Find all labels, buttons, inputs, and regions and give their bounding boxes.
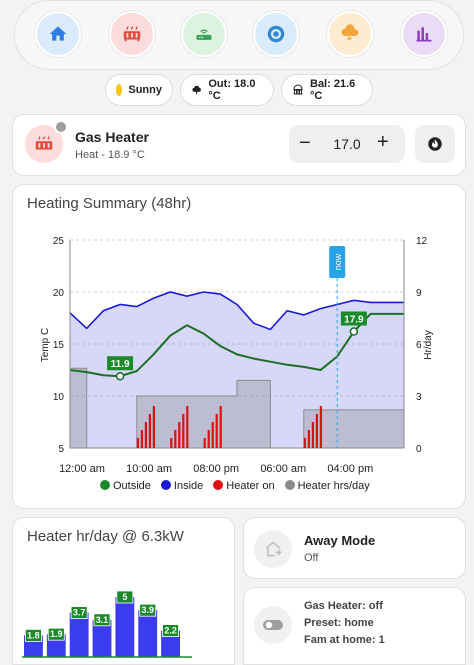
radiator-icon: [35, 136, 53, 150]
legend-item-inside[interactable]: Inside: [160, 480, 204, 492]
status-line-2: Preset: home: [304, 617, 374, 629]
home-export-icon: [265, 541, 282, 557]
daily-title: Heater hr/day @ 6.3kW: [27, 528, 184, 545]
balcony-temp-chip[interactable]: Bal: 21.6 °C: [281, 74, 373, 106]
decrease-button[interactable]: −: [299, 132, 311, 154]
legend-label: Inside: [173, 480, 204, 492]
heater-icon-badge[interactable]: [25, 120, 68, 163]
router-icon: [196, 29, 212, 40]
legend-label: Heater hrs/day: [297, 480, 370, 492]
away-state: Off: [304, 552, 319, 564]
weather-chip[interactable]: Sunny: [105, 74, 173, 106]
summary-title: Heating Summary (48hr): [27, 195, 192, 212]
toggle-switch-icon: [263, 620, 283, 630]
nav-router-button[interactable]: [181, 11, 227, 57]
nav-heater-button[interactable]: [109, 11, 155, 57]
chart-legend: Outside Inside Heater on Heater hrs/day: [100, 480, 370, 492]
heating-summary-card: Heating Summary (48hr): [12, 184, 466, 509]
home-icon: [49, 26, 67, 41]
status-card[interactable]: Gas Heater: off Preset: home Fam at home…: [243, 587, 466, 665]
balcony-icon: [293, 84, 303, 95]
legend-label: Outside: [113, 480, 151, 492]
legend-label: Heater on: [226, 480, 275, 492]
status-line-3: Fam at home: 1: [304, 634, 385, 646]
away-mode-card[interactable]: Away Mode Off: [243, 517, 466, 579]
thermostat-icon: [267, 25, 285, 43]
nav-thermostat-button[interactable]: [253, 11, 299, 57]
heater-state: Heat - 18.9 °C: [75, 149, 145, 161]
setpoint-control: − 17.0 +: [289, 125, 405, 163]
heater-card: Gas Heater Heat - 18.9 °C − 17.0 +: [12, 114, 466, 176]
legend-item-outside[interactable]: Outside: [100, 480, 151, 492]
balcony-temp-label: Bal: 21.6 °C: [310, 78, 356, 102]
daily-heater-card: Heater hr/day @ 6.3kW: [12, 517, 235, 665]
status-line-1: Gas Heater: off: [304, 600, 383, 612]
nav-bar: [14, 0, 464, 70]
legend-item-heater-hrs[interactable]: Heater hrs/day: [284, 480, 370, 492]
setpoint-value: 17.0: [333, 136, 361, 152]
legend-item-heater-on[interactable]: Heater on: [213, 480, 275, 492]
flame-dial-icon: [428, 137, 442, 151]
nav-stats-button[interactable]: [401, 11, 447, 57]
mode-button[interactable]: [415, 125, 455, 163]
outside-temp-chip[interactable]: Out: 18.0 °C: [180, 74, 274, 106]
sun-icon: [116, 84, 123, 96]
nav-home-button[interactable]: [35, 11, 81, 57]
storm-cloud-icon: [341, 24, 359, 43]
tree-icon: [192, 85, 201, 94]
radiator-icon: [123, 26, 141, 42]
heater-status-dot: [54, 120, 68, 134]
heater-name: Gas Heater: [75, 129, 149, 145]
weather-label: Sunny: [128, 84, 162, 96]
increase-button[interactable]: +: [377, 131, 389, 153]
bar-chart-icon: [416, 27, 432, 42]
outside-temp-label: Out: 18.0 °C: [208, 78, 256, 102]
nav-weather-button[interactable]: [327, 11, 373, 57]
toggle-icon-badge: [254, 606, 292, 644]
away-title: Away Mode: [304, 533, 376, 548]
away-icon-badge: [254, 530, 292, 568]
